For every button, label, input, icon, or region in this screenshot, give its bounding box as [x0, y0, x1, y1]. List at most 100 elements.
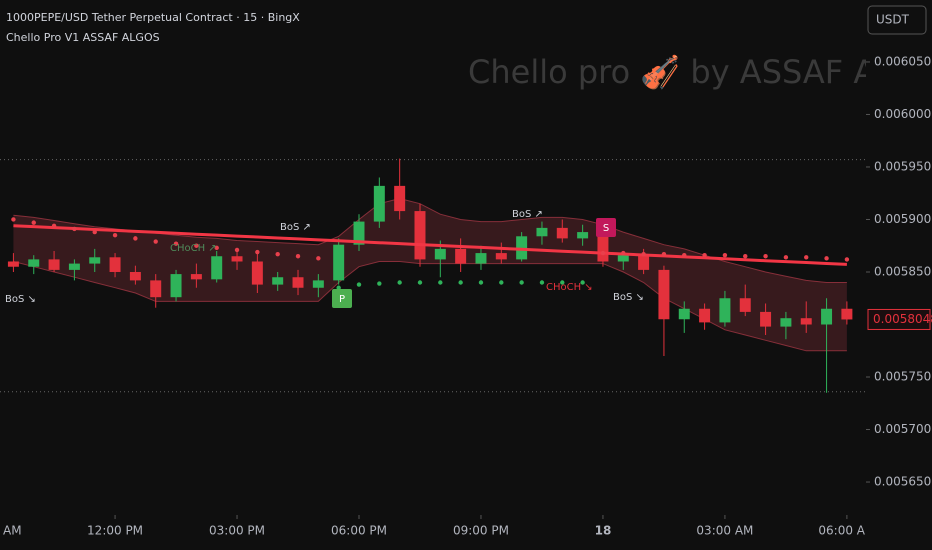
candle-body — [109, 257, 121, 272]
candle-body — [434, 248, 446, 260]
trail-dot — [31, 220, 36, 225]
candle-body — [638, 255, 650, 270]
trail-dot — [295, 254, 301, 259]
trail-dot — [112, 233, 118, 238]
buy-signal: P — [339, 294, 345, 305]
candle-body — [7, 261, 19, 267]
annotations: BoS ↗ CHoCH ↗ BoS ↘ BoS ↗ CHoCH ↘ BoS ↘ … — [5, 209, 644, 308]
trail-dot — [743, 254, 748, 259]
trail-dot — [255, 249, 260, 255]
last-price-box — [867, 308, 931, 330]
candle-body — [292, 277, 304, 288]
candle-body — [89, 257, 101, 264]
candle-body — [373, 185, 385, 222]
plot-area — [0, 158, 866, 393]
trail-dot — [51, 223, 57, 228]
trend-line — [13, 224, 847, 266]
candle-body — [475, 253, 487, 264]
trail-dot — [194, 243, 199, 248]
trail-dot — [682, 252, 687, 258]
trail-dot — [214, 245, 219, 251]
candle-body — [678, 308, 690, 320]
trail-dot — [234, 247, 240, 253]
candle-body — [719, 298, 731, 323]
x-tick-label: 06:00 AM — [818, 524, 875, 538]
trail-dot — [11, 217, 16, 222]
candle-body — [251, 261, 263, 285]
trail-dot — [478, 280, 484, 285]
candle-body — [536, 227, 548, 237]
candle-body — [48, 259, 60, 270]
candle-body — [800, 318, 812, 325]
trail-dot — [580, 280, 585, 285]
trail-dot — [621, 250, 626, 256]
trail-dot — [641, 251, 646, 257]
trail-dot — [824, 256, 829, 261]
trail-dot — [844, 257, 850, 262]
trail-dot — [336, 285, 341, 290]
trail-dot — [763, 254, 768, 259]
candle-body — [739, 298, 751, 312]
trail-dot — [458, 280, 463, 285]
annotation: BoS ↘ — [613, 292, 644, 303]
annotation: BoS ↘ — [5, 294, 36, 305]
trail-dot — [499, 280, 504, 285]
indicator-name: Chello Pro V1 ASSAF ALGOS — [6, 31, 160, 44]
annotation: BoS ↗ — [280, 222, 311, 233]
time-axis-panel — [0, 515, 932, 550]
trail-dot — [560, 280, 565, 285]
x-tick-label: 03:00 AM — [696, 524, 753, 538]
currency-button[interactable] — [867, 5, 927, 35]
candle-body — [68, 263, 80, 270]
trail-dot — [804, 255, 809, 260]
candle-body — [699, 308, 711, 323]
price-axis-panel — [866, 0, 932, 550]
candle-body — [394, 185, 406, 212]
last-price-label: 0.0058048 — [873, 312, 932, 326]
x-tick-label: 12:00 PM — [87, 524, 143, 538]
candle-body — [190, 274, 202, 280]
candle-body — [170, 274, 182, 298]
candle-body — [617, 255, 629, 262]
candle-body — [577, 232, 589, 239]
trail-dot — [72, 226, 77, 232]
candle-body — [841, 308, 853, 320]
trail-dot — [783, 255, 789, 260]
candle-body — [211, 256, 223, 280]
candle-body — [455, 248, 467, 264]
trail-dot — [519, 280, 524, 285]
currency[interactable]: USDT — [876, 13, 910, 27]
trail-dot — [539, 280, 545, 285]
trail-dot — [316, 256, 321, 261]
candle-body — [414, 211, 426, 260]
candle-body — [231, 256, 243, 262]
candle-body — [760, 311, 772, 327]
annotation: CHoCH ↗ — [170, 243, 217, 254]
candle-body — [353, 221, 365, 245]
trail-dot — [600, 250, 606, 256]
x-tick-label: 03:00 PM — [209, 524, 265, 538]
x-tick-label: 06:00 PM — [331, 524, 387, 538]
candle-body — [658, 269, 670, 320]
trail-dot — [92, 229, 97, 235]
candle-body — [597, 232, 609, 262]
chart-title: 1000PEPE/USD Tether Perpetual Contract ·… — [6, 11, 300, 24]
candle-body — [495, 253, 507, 260]
watermark: Chello pro 🎻 by ASSAF ALGO — [468, 53, 932, 91]
annotation: CHoCH ↘ — [546, 282, 593, 293]
trail-dot — [438, 280, 443, 285]
x-tick-label: 09:00 PM — [453, 524, 509, 538]
candle-body — [312, 280, 324, 288]
candle-body — [150, 280, 162, 298]
trail-dot — [356, 282, 362, 287]
x-tick-label: 18 — [595, 524, 612, 538]
trail-dot — [153, 239, 158, 244]
